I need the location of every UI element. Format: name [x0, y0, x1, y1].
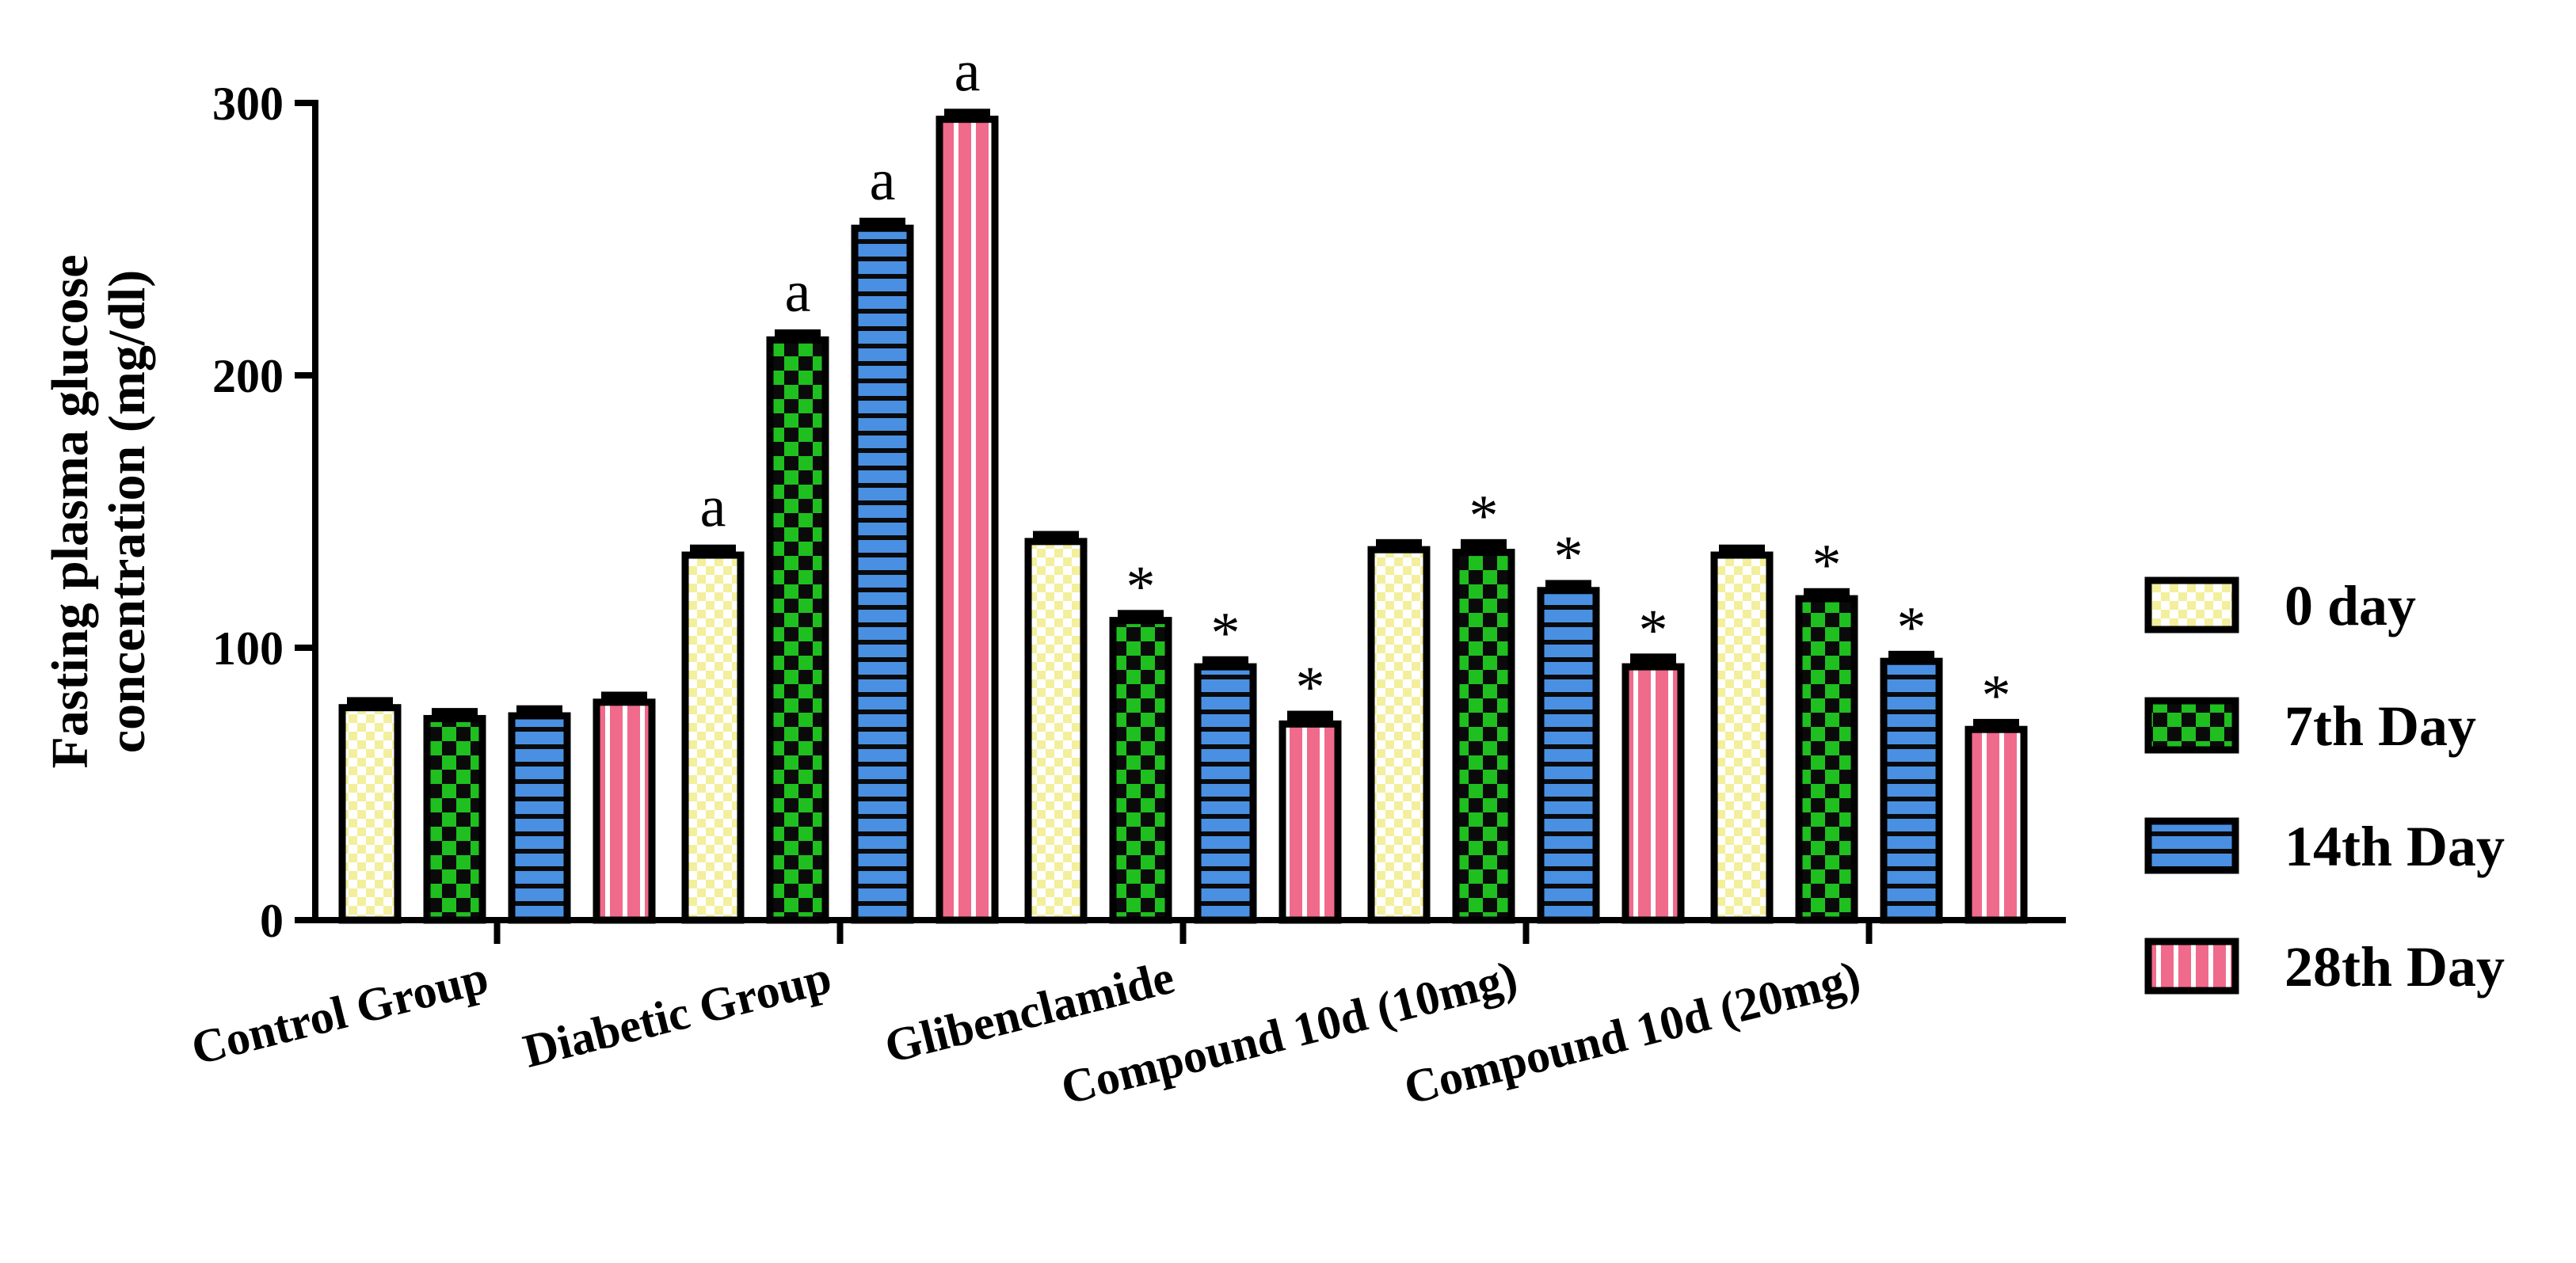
bar	[766, 336, 829, 924]
bar	[338, 704, 402, 924]
significance-letter: a	[955, 39, 981, 104]
error-bar	[1973, 718, 2019, 732]
error-bar	[1719, 544, 1765, 558]
legend-swatch	[2144, 817, 2239, 874]
legend-label: 7th Day	[2284, 694, 2476, 758]
error-bar	[1804, 588, 1850, 602]
error-bar	[516, 705, 562, 718]
legend-swatch	[2144, 697, 2239, 754]
bar	[1537, 587, 1600, 924]
error-bar	[690, 544, 736, 558]
y-axis: 0 100 200 300	[212, 78, 318, 947]
significance-star: *	[1897, 595, 1926, 660]
error-bar	[1118, 610, 1164, 623]
error-bar	[1202, 656, 1248, 670]
category-label: Control Group	[186, 951, 493, 1075]
bar	[423, 714, 486, 924]
legend-label: 0 day	[2284, 574, 2416, 637]
category-labels: Control Group Diabetic Group Glibenclamide…	[186, 951, 1865, 1115]
significance-star: *	[1296, 656, 1325, 721]
error-bar	[1376, 538, 1422, 553]
error-bar	[347, 697, 393, 710]
y-axis-label-line: Fasting plasma glucose	[41, 254, 99, 768]
error-bar	[1287, 710, 1333, 727]
legend: 0 day 7th Day 14th Day 28th Day	[2144, 574, 2505, 999]
legend-swatch	[2144, 576, 2239, 633]
significance-star: *	[1469, 484, 1499, 549]
error-bar	[1461, 538, 1507, 555]
error-bar	[859, 217, 905, 231]
bar	[593, 698, 656, 924]
bar	[1109, 617, 1172, 924]
bar	[1024, 538, 1088, 924]
bar	[936, 116, 999, 924]
y-tick-label: 100	[212, 622, 284, 675]
significance-letter: a	[870, 148, 896, 213]
significance-letter: a	[700, 475, 726, 540]
error-bar	[1888, 650, 1934, 664]
bar	[1367, 546, 1431, 924]
bar	[1964, 725, 2028, 924]
legend-swatch	[2144, 938, 2239, 995]
legend-label: 28th Day	[2284, 935, 2505, 999]
y-axis-label: Fasting plasma glucose concentration (mg/…	[41, 254, 156, 768]
error-bar	[1630, 653, 1676, 670]
bar	[851, 224, 914, 924]
bar	[508, 712, 571, 924]
error-bar	[944, 108, 990, 122]
significance-star: *	[1812, 533, 1842, 598]
error-bar	[432, 708, 478, 721]
y-axis-label-line: concentration (mg/dl)	[98, 270, 156, 753]
error-bar	[775, 329, 821, 343]
y-tick-label: 200	[212, 350, 284, 402]
y-tick-label: 300	[212, 78, 284, 130]
error-bar	[1545, 580, 1591, 593]
bar	[1795, 595, 1858, 924]
significance-star: *	[1639, 598, 1668, 663]
bars	[338, 108, 2028, 924]
category-label: Diabetic Group	[518, 951, 836, 1078]
significance-star: *	[1211, 601, 1240, 666]
significance-star: *	[1126, 554, 1156, 619]
bar	[681, 551, 745, 924]
bar	[1621, 663, 1685, 924]
bar	[1278, 720, 1342, 924]
legend-label: 14th Day	[2284, 815, 2505, 878]
bar	[1880, 657, 1943, 924]
bar	[1710, 551, 1774, 924]
error-bar	[601, 691, 647, 705]
bar	[1194, 663, 1257, 924]
bar	[1452, 549, 1515, 924]
significance-star: *	[1982, 664, 2011, 729]
significance-letter: a	[785, 260, 811, 325]
error-bar	[1033, 531, 1079, 544]
y-tick-label: 0	[260, 895, 284, 947]
significance-star: *	[1554, 524, 1583, 589]
